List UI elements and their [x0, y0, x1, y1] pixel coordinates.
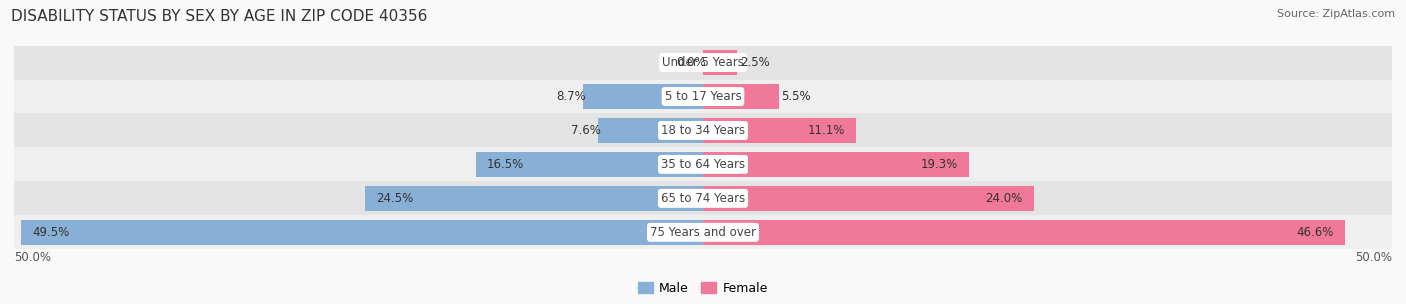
- Text: Under 5 Years: Under 5 Years: [662, 56, 744, 69]
- Bar: [599, 118, 703, 143]
- Bar: [14, 215, 1392, 249]
- Text: DISABILITY STATUS BY SEX BY AGE IN ZIP CODE 40356: DISABILITY STATUS BY SEX BY AGE IN ZIP C…: [11, 9, 427, 24]
- Text: 5 to 17 Years: 5 to 17 Years: [665, 90, 741, 103]
- Text: 46.6%: 46.6%: [1296, 226, 1334, 239]
- Bar: [703, 152, 969, 177]
- Text: 50.0%: 50.0%: [1355, 251, 1392, 264]
- Text: 24.0%: 24.0%: [986, 192, 1022, 205]
- Text: 65 to 74 Years: 65 to 74 Years: [661, 192, 745, 205]
- Text: 24.5%: 24.5%: [377, 192, 413, 205]
- Text: 18 to 34 Years: 18 to 34 Years: [661, 124, 745, 137]
- Bar: [14, 80, 1392, 113]
- Text: 19.3%: 19.3%: [921, 158, 957, 171]
- Bar: [14, 113, 1392, 147]
- Text: 50.0%: 50.0%: [14, 251, 51, 264]
- Text: 11.1%: 11.1%: [807, 124, 845, 137]
- Text: 0.0%: 0.0%: [676, 56, 706, 69]
- Text: 2.5%: 2.5%: [740, 56, 770, 69]
- Bar: [21, 220, 703, 244]
- Text: 8.7%: 8.7%: [557, 90, 586, 103]
- Text: 35 to 64 Years: 35 to 64 Years: [661, 158, 745, 171]
- Text: 16.5%: 16.5%: [486, 158, 524, 171]
- Bar: [703, 186, 1033, 211]
- Legend: Male, Female: Male, Female: [633, 277, 773, 300]
- Bar: [14, 181, 1392, 215]
- Bar: [366, 186, 703, 211]
- Text: 49.5%: 49.5%: [32, 226, 69, 239]
- Bar: [14, 147, 1392, 181]
- Text: 5.5%: 5.5%: [782, 90, 811, 103]
- Text: Source: ZipAtlas.com: Source: ZipAtlas.com: [1277, 9, 1395, 19]
- Bar: [703, 118, 856, 143]
- Bar: [703, 220, 1346, 244]
- Bar: [703, 84, 779, 109]
- Bar: [703, 50, 738, 75]
- Text: 75 Years and over: 75 Years and over: [650, 226, 756, 239]
- Bar: [475, 152, 703, 177]
- Bar: [583, 84, 703, 109]
- Text: 7.6%: 7.6%: [571, 124, 600, 137]
- Bar: [14, 46, 1392, 80]
